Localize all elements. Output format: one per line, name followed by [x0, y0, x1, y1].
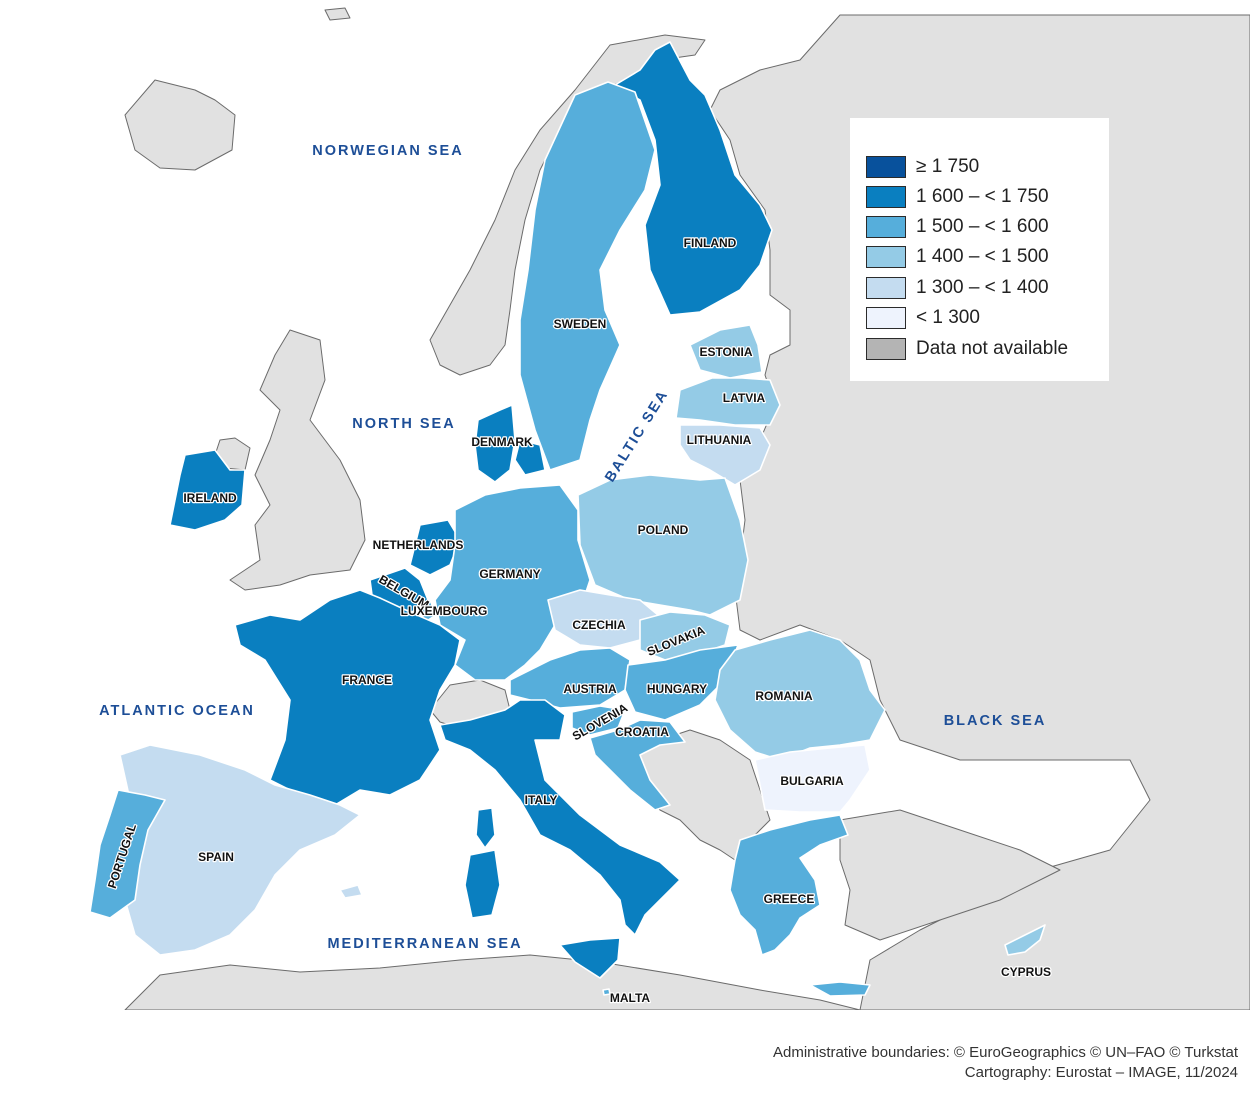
legend-item: 1 400 – < 1 500: [866, 245, 1049, 269]
label-spain: SPAIN: [198, 850, 234, 864]
legend-item: ≥ 1 750: [866, 155, 979, 179]
legend-swatch: [866, 277, 906, 299]
label-mediterranean-sea: MEDITERRANEAN SEA: [327, 936, 522, 952]
label-north-sea: NORTH SEA: [352, 416, 455, 432]
legend-label: Data not available: [916, 338, 1069, 359]
country-poland[interactable]: [577, 474, 749, 616]
country-germany[interactable]: [434, 484, 591, 681]
country-slovakia[interactable]: [639, 611, 731, 661]
country-france-corsica: [475, 807, 496, 849]
non-member-land: [124, 7, 1250, 1010]
legend-label: 1 400 – < 1 500: [916, 246, 1049, 267]
country-slovenia[interactable]: [571, 705, 626, 736]
legend-item: 1 600 – < 1 750: [866, 185, 1049, 209]
legend-label: ≥ 1 750: [916, 156, 980, 177]
legend-swatch: [866, 338, 906, 360]
country-croatia[interactable]: [589, 719, 686, 811]
country-estonia[interactable]: [689, 324, 763, 379]
country-denmark-islands: [514, 439, 546, 476]
country-sweden[interactable]: [519, 81, 656, 471]
legend-swatch: [866, 156, 906, 178]
credits-boundaries: Administrative boundaries: © EuroGeograp…: [772, 1044, 1238, 1061]
country-malta[interactable]: [602, 988, 611, 996]
country-latvia[interactable]: [675, 377, 781, 426]
country-luxembourg[interactable]: [417, 599, 437, 623]
legend-label: 1 300 – < 1 400: [916, 277, 1049, 298]
country-france[interactable]: [234, 589, 461, 806]
label-norwegian-sea: NORWEGIAN SEA: [312, 143, 463, 159]
label-cyprus: CYPRUS: [1001, 965, 1051, 979]
label-italy: ITALY: [525, 793, 558, 807]
country-romania[interactable]: [714, 629, 886, 761]
label-sweden: SWEDEN: [554, 317, 607, 331]
country-lithuania[interactable]: [679, 424, 771, 486]
country-cyprus[interactable]: [1004, 924, 1046, 956]
member-states: [89, 41, 1046, 997]
label-germany: GERMANY: [479, 567, 540, 581]
label-bulgaria: BULGARIA: [780, 774, 844, 788]
label-greece: GREECE: [764, 892, 815, 906]
country-bulgaria[interactable]: [754, 744, 871, 813]
label-hungary: HUNGARY: [647, 682, 707, 696]
label-austria: AUSTRIA: [563, 682, 617, 696]
legend-swatch: [866, 307, 906, 329]
label-atlantic-ocean: ATLANTIC OCEAN: [99, 703, 255, 719]
legend-item: Data not available: [866, 337, 1068, 361]
credits-cartography: Cartography: Eurostat – IMAGE, 11/2024: [964, 1064, 1238, 1081]
legend-label: 1 500 – < 1 600: [916, 216, 1049, 237]
label-croatia: CROATIA: [615, 725, 669, 739]
legend-item: 1 500 – < 1 600: [866, 215, 1049, 239]
country-hungary[interactable]: [624, 644, 739, 721]
country-greece-crete: [809, 981, 871, 997]
credits: Administrative boundaries: © EuroGeograp…: [773, 1043, 1238, 1083]
legend-swatch: [866, 186, 906, 208]
country-greece[interactable]: [729, 814, 849, 956]
country-italy-sicily: [559, 937, 621, 979]
country-ireland[interactable]: [169, 449, 246, 531]
label-estonia: ESTONIA: [699, 345, 752, 359]
legend-item: < 1 300: [866, 306, 980, 330]
label-czechia: CZECHIA: [572, 618, 626, 632]
country-finland[interactable]: [614, 41, 773, 316]
legend-label: < 1 300: [916, 307, 980, 328]
country-denmark[interactable]: [474, 404, 516, 483]
legend-item: 1 300 – < 1 400: [866, 276, 1049, 300]
label-denmark: DENMARK: [471, 435, 533, 449]
label-latvia: LATVIA: [723, 391, 766, 405]
label-poland: POLAND: [638, 523, 689, 537]
country-portugal[interactable]: [89, 789, 166, 919]
country-italy[interactable]: [439, 699, 681, 936]
country-spain-balearic: [339, 884, 363, 899]
label-ireland: IRELAND: [183, 491, 237, 505]
legend: ≥ 1 750 1 600 – < 1 750 1 500 – < 1 600 …: [850, 118, 1109, 381]
country-netherlands[interactable]: [409, 519, 461, 576]
label-finland: FINLAND: [684, 236, 737, 250]
label-malta: MALTA: [610, 991, 651, 1005]
label-netherlands: NETHERLANDS: [373, 538, 464, 552]
country-italy-sardinia: [464, 849, 501, 919]
label-romania: ROMANIA: [755, 689, 813, 703]
legend-swatch: [866, 246, 906, 268]
label-luxembourg: LUXEMBOURG: [401, 604, 488, 618]
legend-swatch: [866, 216, 906, 238]
label-black-sea: BLACK SEA: [944, 713, 1047, 729]
legend-label: 1 600 – < 1 750: [916, 186, 1049, 207]
label-lithuania: LITHUANIA: [687, 433, 752, 447]
label-france: FRANCE: [342, 673, 392, 687]
